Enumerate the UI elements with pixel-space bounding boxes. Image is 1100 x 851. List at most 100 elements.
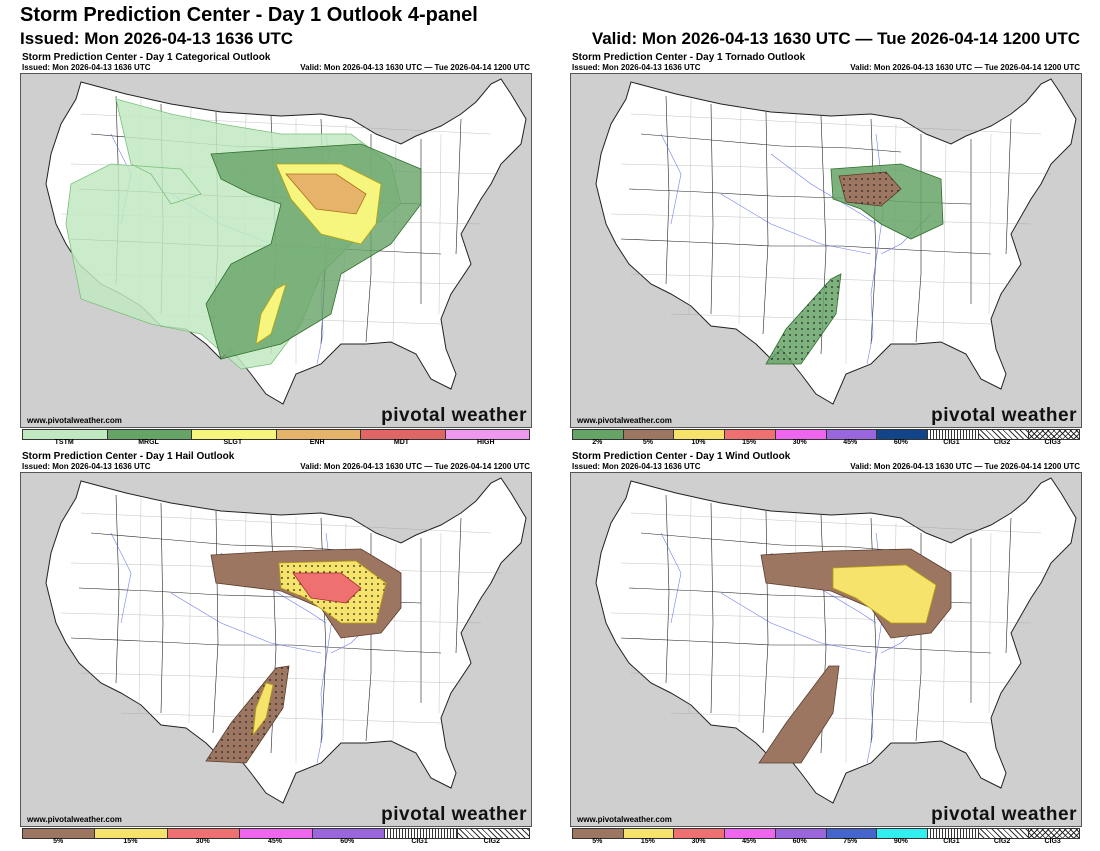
legend-swatch [775,829,827,838]
legend-swatch [23,829,96,838]
legend-swatch [826,430,878,439]
legend-swatch [276,430,361,439]
legend-label: 90% [893,838,908,845]
panel-hail: Storm Prediction Center - Day 1 Hail Out… [20,451,532,851]
panel-issued: Issued: Mon 2026-04-13 1636 UTC [22,462,151,471]
legend-swatch [826,829,878,838]
panel-issued: Issued: Mon 2026-04-13 1636 UTC [572,462,701,471]
legend-label: CIG1 [411,838,428,845]
legend-label: 10% [691,439,706,446]
legend-swatch [1029,430,1080,439]
panel-categorical: Storm Prediction Center - Day 1 Categori… [20,52,532,452]
brand-logo: pivotal weather [381,405,527,426]
legend-label: 5% [592,838,603,845]
legend-swatch [674,829,726,838]
legend-swatch [457,829,529,838]
wind-map: www.pivotalweather.com pivotal weather [570,472,1082,827]
brand-logo: pivotal weather [381,804,527,825]
panel-valid: Valid: Mon 2026-04-13 1630 UTC — Tue 202… [300,462,530,471]
panel-issued: Issued: Mon 2026-04-13 1636 UTC [22,63,151,72]
legend-label: 15% [123,838,138,845]
legend-labels: TSTM MRGL SLGT ENH MDT HIGH [22,439,528,446]
legend-label: 2% [592,439,603,446]
legend-swatch [240,829,313,838]
legend-swatch [361,430,446,439]
legend-swatch [23,430,108,439]
credit: www.pivotalweather.com [577,416,672,425]
legend-label: CIG1 [943,439,960,446]
tornado-cig1-north [839,172,901,206]
legend-label: 60% [792,838,807,845]
legend-swatch [775,430,827,439]
panel-title: Storm Prediction Center - Day 1 Wind Out… [572,451,791,462]
categorical-map: www.pivotalweather.com pivotal weather [20,73,532,428]
legend-swatch [877,430,928,439]
legend-bar [22,828,530,839]
legend-swatch [623,430,675,439]
legend-label: SLGT [223,439,243,446]
legend-label: TSTM [54,439,74,446]
legend-swatch [573,829,624,838]
legend-label: 5% [53,838,64,845]
legend-label: MRGL [138,439,159,446]
panel-tornado: Storm Prediction Center - Day 1 Tornado … [570,52,1082,452]
legend-swatch [978,829,1030,838]
legend-swatch [192,430,277,439]
legend-swatch [107,430,192,439]
legend-swatch [445,430,529,439]
legend-label: 45% [843,439,858,446]
legend-labels: 5% 15% 30% 45% 60% CIG1 CIG2 [22,838,528,845]
legend-label: 30% [792,439,807,446]
legend-swatch [573,430,624,439]
legend-swatch [978,430,1030,439]
legend-swatch [95,829,168,838]
credit: www.pivotalweather.com [27,416,122,425]
wind-15pct [832,564,937,624]
legend-swatch [312,829,386,838]
legend-label: CIG2 [993,439,1011,446]
credit: www.pivotalweather.com [27,815,122,824]
slgt-area-south [255,283,287,345]
legend-label: ENH [309,439,325,446]
page-title: Storm Prediction Center - Day 1 Outlook … [20,4,478,26]
legend-swatch [623,829,675,838]
legend-label: 75% [843,838,858,845]
hail-15pct-south [252,682,274,737]
legend-label: CIG2 [483,838,500,845]
enh-area [285,173,367,215]
legend-label: 60% [893,439,908,446]
legend-swatch [877,829,928,838]
legend-label: CIG3 [1044,439,1061,446]
legend-labels: 5% 15% 30% 45% 60% 75% 90% CIG1 CIG2 CIG… [572,838,1078,845]
panel-title: Storm Prediction Center - Day 1 Hail Out… [22,451,235,462]
legend-label: CIG1 [943,838,960,845]
page-issued: Issued: Mon 2026-04-13 1636 UTC [20,29,294,48]
legend-swatch [1029,829,1080,838]
panel-title: Storm Prediction Center - Day 1 Categori… [22,52,271,63]
legend-swatch [725,430,776,439]
panel-valid: Valid: Mon 2026-04-13 1630 UTC — Tue 202… [850,63,1080,72]
legend-label: 30% [195,838,210,845]
brand-logo: pivotal weather [931,804,1077,825]
page-valid: Valid: Mon 2026-04-13 1630 UTC — Tue 202… [591,29,1080,48]
panel-wind: Storm Prediction Center - Day 1 Wind Out… [570,451,1082,851]
legend-label: CIG2 [993,838,1011,845]
hail-map: www.pivotalweather.com pivotal weather [20,472,532,827]
legend-label: MDT [393,439,410,446]
legend-swatch [927,430,979,439]
legend-label: 30% [691,838,706,845]
legend-label: 15% [742,439,757,446]
legend-bar [572,828,1080,839]
panel-valid: Valid: Mon 2026-04-13 1630 UTC — Tue 202… [300,63,530,72]
legend-swatch [927,829,979,838]
legend-label: 5% [642,439,653,446]
legend-swatch [385,829,458,838]
wind-5pct-south [758,665,840,764]
credit: www.pivotalweather.com [577,815,672,824]
panel-valid: Valid: Mon 2026-04-13 1630 UTC — Tue 202… [850,462,1080,471]
panel-issued: Issued: Mon 2026-04-13 1636 UTC [572,63,701,72]
legend-swatch [674,430,726,439]
legend-swatch [725,829,776,838]
legend-labels: 2% 5% 10% 15% 30% 45% 60% CIG1 CIG2 CIG3 [572,439,1078,446]
legend-label: 45% [742,838,757,845]
